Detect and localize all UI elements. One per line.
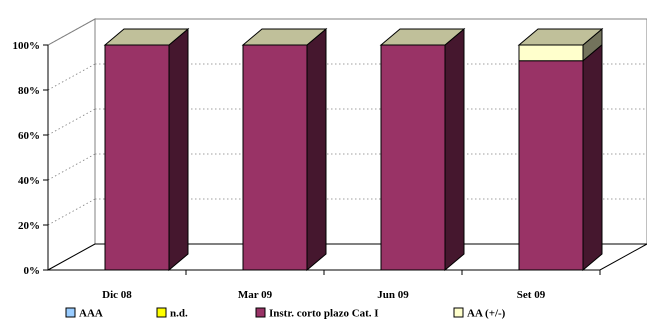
x-category-label: Dic 08 <box>102 289 132 301</box>
y-tick-label: 60% <box>18 130 40 142</box>
x-category-label: Mar 09 <box>238 289 273 301</box>
chart-walls <box>47 18 647 271</box>
bar-top <box>379 28 466 46</box>
legend-label: Instr. corto plazo Cat. I <box>269 308 379 320</box>
bar-side <box>582 43 603 272</box>
legend-label: AA (+/-) <box>467 308 506 320</box>
legend-item: AAA <box>65 307 103 320</box>
bar-front <box>380 44 446 271</box>
bar-front <box>518 60 584 271</box>
legend-swatch <box>453 307 464 318</box>
gridline-side <box>47 63 96 91</box>
gridline-side <box>47 108 96 136</box>
bar-top <box>517 28 604 46</box>
side-wall <box>47 18 96 271</box>
x-category-label: Set 09 <box>517 289 546 301</box>
y-tick-label: 80% <box>18 85 40 97</box>
y-tick-label: 40% <box>18 175 40 187</box>
legend: AAA n.d. Instr. corto plazo Cat. I AA (+/-) <box>65 307 506 320</box>
legend-item: AA (+/-) <box>453 307 506 320</box>
bar-front <box>104 44 170 271</box>
bar-front <box>242 44 308 271</box>
x-axis-category-labels: Dic 08 Mar 09 Jun 09 Set 09 <box>48 269 601 301</box>
legend-swatch <box>255 307 266 318</box>
y-tick-label: 0% <box>24 265 41 277</box>
bar-top <box>241 28 328 46</box>
bar-top <box>103 28 190 46</box>
bar-segment <box>380 27 465 272</box>
bar-segment <box>242 27 327 272</box>
y-tick-label: 20% <box>18 220 40 232</box>
legend-swatch <box>65 307 76 318</box>
bar-side <box>168 27 189 272</box>
bar-segment <box>104 27 189 272</box>
gridline-side <box>47 198 96 226</box>
legend-swatch <box>156 307 167 318</box>
gridline-side <box>47 153 96 181</box>
legend-item: n.d. <box>156 307 188 320</box>
legend-item: Instr. corto plazo Cat. I <box>255 307 379 320</box>
y-tick-label: 100% <box>13 40 41 52</box>
x-category-label: Jun 09 <box>377 289 409 301</box>
legend-label: AAA <box>79 308 103 320</box>
y-axis-tick-labels: 0% 20% 40% 60% 80% 100% <box>13 40 49 277</box>
gridline-side <box>47 18 96 46</box>
bar-front <box>518 44 584 62</box>
bar-segment <box>518 43 603 272</box>
legend-label: n.d. <box>170 308 188 320</box>
bars <box>103 27 604 272</box>
bar-side <box>306 27 327 272</box>
bar-side <box>444 27 465 272</box>
